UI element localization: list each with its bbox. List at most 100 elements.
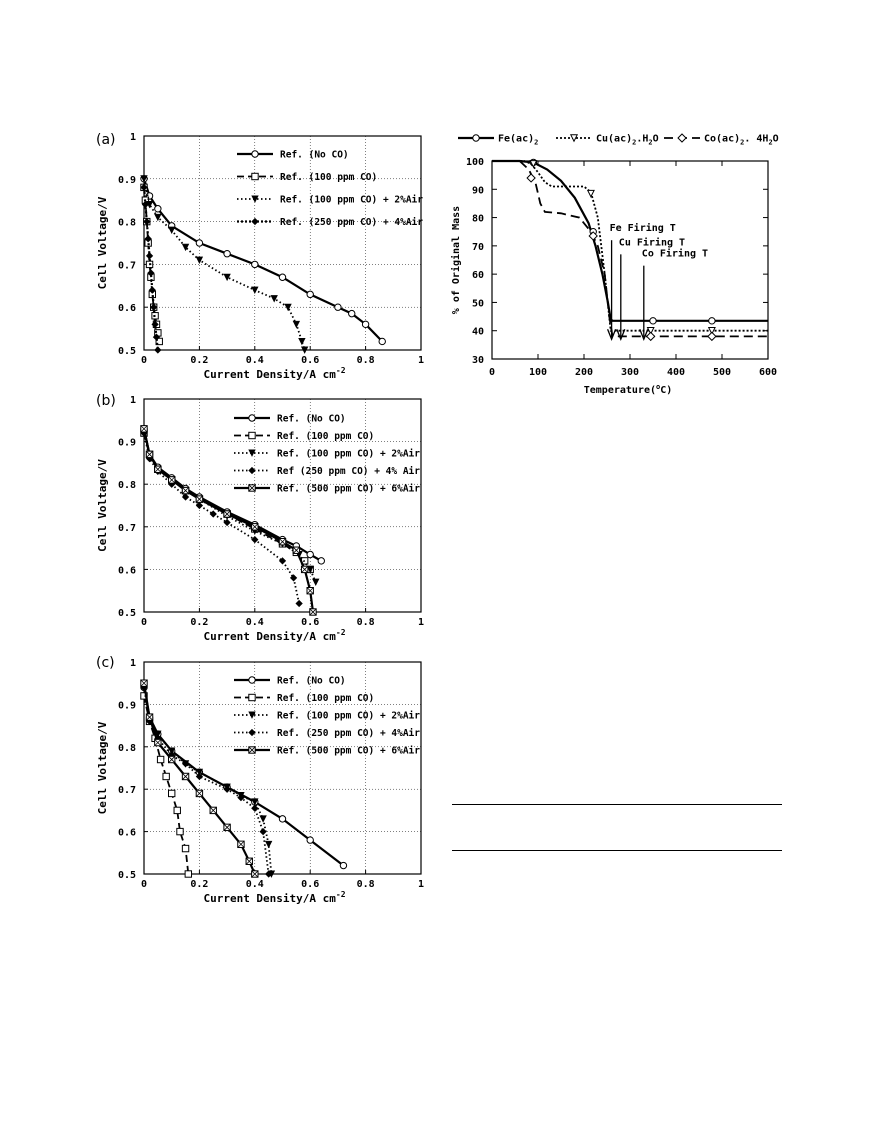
x-tick-label: 0.4: [246, 617, 264, 628]
data-point: [209, 806, 217, 815]
chart-panel-tga: 0 100 200 300 400 500 600 30 40 50 60 70 80 90 100 Temp…: [450, 133, 779, 396]
x-tick-label: 0.6: [301, 355, 319, 366]
data-point: [168, 747, 176, 755]
data-point: [526, 173, 536, 183]
data-point: [181, 760, 190, 768]
data-point: [156, 755, 165, 764]
data-point: [181, 493, 190, 501]
x-tick-label: 0.6: [301, 879, 319, 890]
data-point: [259, 815, 267, 823]
data-point: [195, 772, 204, 781]
data-point: [317, 557, 325, 565]
data-point: [140, 175, 148, 183]
legend-item-3: Ref. (100 ppm CO) + 2%Air: [234, 711, 420, 722]
legend-label: Ref (250 ppm CO) + 4% Air: [277, 466, 420, 477]
legend-marker: [248, 693, 256, 702]
arrow-head: [606, 328, 617, 341]
y-tick-label: 50: [472, 298, 484, 309]
data-point: [143, 217, 151, 226]
y-tick-label: 70: [472, 242, 484, 253]
data-point: [223, 785, 231, 793]
data-point: [306, 565, 314, 574]
data-point: [223, 250, 231, 258]
chart-panel-1: 0 0.2 0.4 0.6 0.8 1 0.5 0.6 0.7 0.8 0.9 1 Current De…: [96, 132, 424, 381]
x-axis-label: Temperature(oC): [584, 383, 673, 396]
legend-marker: [248, 449, 256, 457]
legend-marker: [248, 414, 256, 422]
x-tick-label: 0.2: [190, 879, 208, 890]
data-point: [144, 235, 152, 243]
data-point: [289, 574, 298, 582]
data-point: [334, 303, 342, 311]
data-point: [155, 337, 163, 346]
y-tick-label: 1: [130, 132, 136, 143]
legend-marker: [248, 484, 256, 492]
marker-cross: [168, 476, 176, 484]
x-tick-label: 1: [418, 617, 424, 628]
data-point: [150, 303, 158, 311]
degree-mark: o: [656, 383, 660, 391]
legend-item-3: Ref. (100 ppm CO) + 2%Air: [234, 449, 420, 460]
series-line: [143, 687, 270, 875]
y-tick-label: 1: [130, 395, 136, 406]
legend-marker: [569, 134, 579, 143]
data-point: [708, 317, 716, 325]
series-line: [142, 687, 345, 867]
legend-label: Ref. (No CO): [277, 414, 346, 425]
x-tick-label: 600: [759, 367, 777, 378]
y-axis-label: % of Original Mass: [450, 206, 462, 314]
data-point: [140, 679, 148, 687]
data-point: [645, 331, 656, 342]
y-tick-label: 90: [472, 185, 484, 196]
data-point: [264, 840, 273, 849]
series-3: [492, 160, 768, 342]
chart-panel-2: 0 0.2 0.4 0.6 0.8 1 0.5 0.6 0.7 0.8 0.9 1 Current De…: [96, 393, 424, 643]
legend-marker: [251, 150, 259, 158]
y-tick-label: 0.7: [118, 785, 136, 796]
data-point: [251, 804, 259, 812]
legend-item-1: Ref. (No CO): [234, 676, 346, 687]
legend-label-rest: O: [653, 134, 659, 145]
data-point: [292, 546, 301, 554]
marker-cross: [209, 806, 217, 814]
marker-cross: [306, 587, 314, 595]
x-tick-label: 0.2: [190, 355, 208, 366]
x-tick-label: 500: [713, 367, 731, 378]
legend-marker: [251, 217, 259, 226]
x-axis-label-unit: C): [660, 385, 672, 396]
legend-label: Ref. (No CO): [277, 676, 346, 687]
data-point: [306, 836, 314, 844]
annotation-3: Co Firing T: [639, 248, 708, 341]
series-line: [143, 432, 300, 604]
x-tick-label: 0.2: [190, 617, 208, 628]
y-tick-label: 0.8: [118, 218, 136, 229]
data-point: [147, 269, 155, 277]
legend-marker: [248, 711, 256, 719]
legend-item-1: Ref. (No CO): [237, 150, 349, 161]
series-line: [492, 160, 768, 338]
marker-cross: [248, 484, 256, 492]
y-tick-label: 0.5: [118, 346, 136, 357]
panel-label: (c): [96, 655, 115, 671]
annotation-label: Cu Firing T: [619, 236, 685, 248]
data-point: [181, 486, 190, 495]
legend-item-3: Ref. (100 ppm CO) + 2%Air: [237, 195, 423, 206]
y-axis-label: Cell Voltage/V: [96, 196, 109, 289]
legend-item-2: Ref. (100 ppm CO): [237, 172, 377, 183]
data-point: [251, 523, 259, 531]
data-point: [237, 840, 245, 849]
data-point: [195, 789, 204, 798]
marker-cross: [245, 857, 253, 865]
x-tick-label: 0.6: [301, 617, 319, 628]
plot-frame: [491, 160, 769, 360]
data-point: [300, 565, 309, 574]
x-tick-label: 100: [529, 367, 547, 378]
data-point: [259, 827, 267, 836]
data-point: [141, 200, 150, 209]
y-tick-label: 1: [130, 658, 136, 669]
y-tick-label: 80: [472, 214, 484, 225]
data-point: [270, 295, 278, 303]
arrow-head: [639, 328, 649, 341]
y-tick-label: 0.6: [118, 565, 136, 576]
